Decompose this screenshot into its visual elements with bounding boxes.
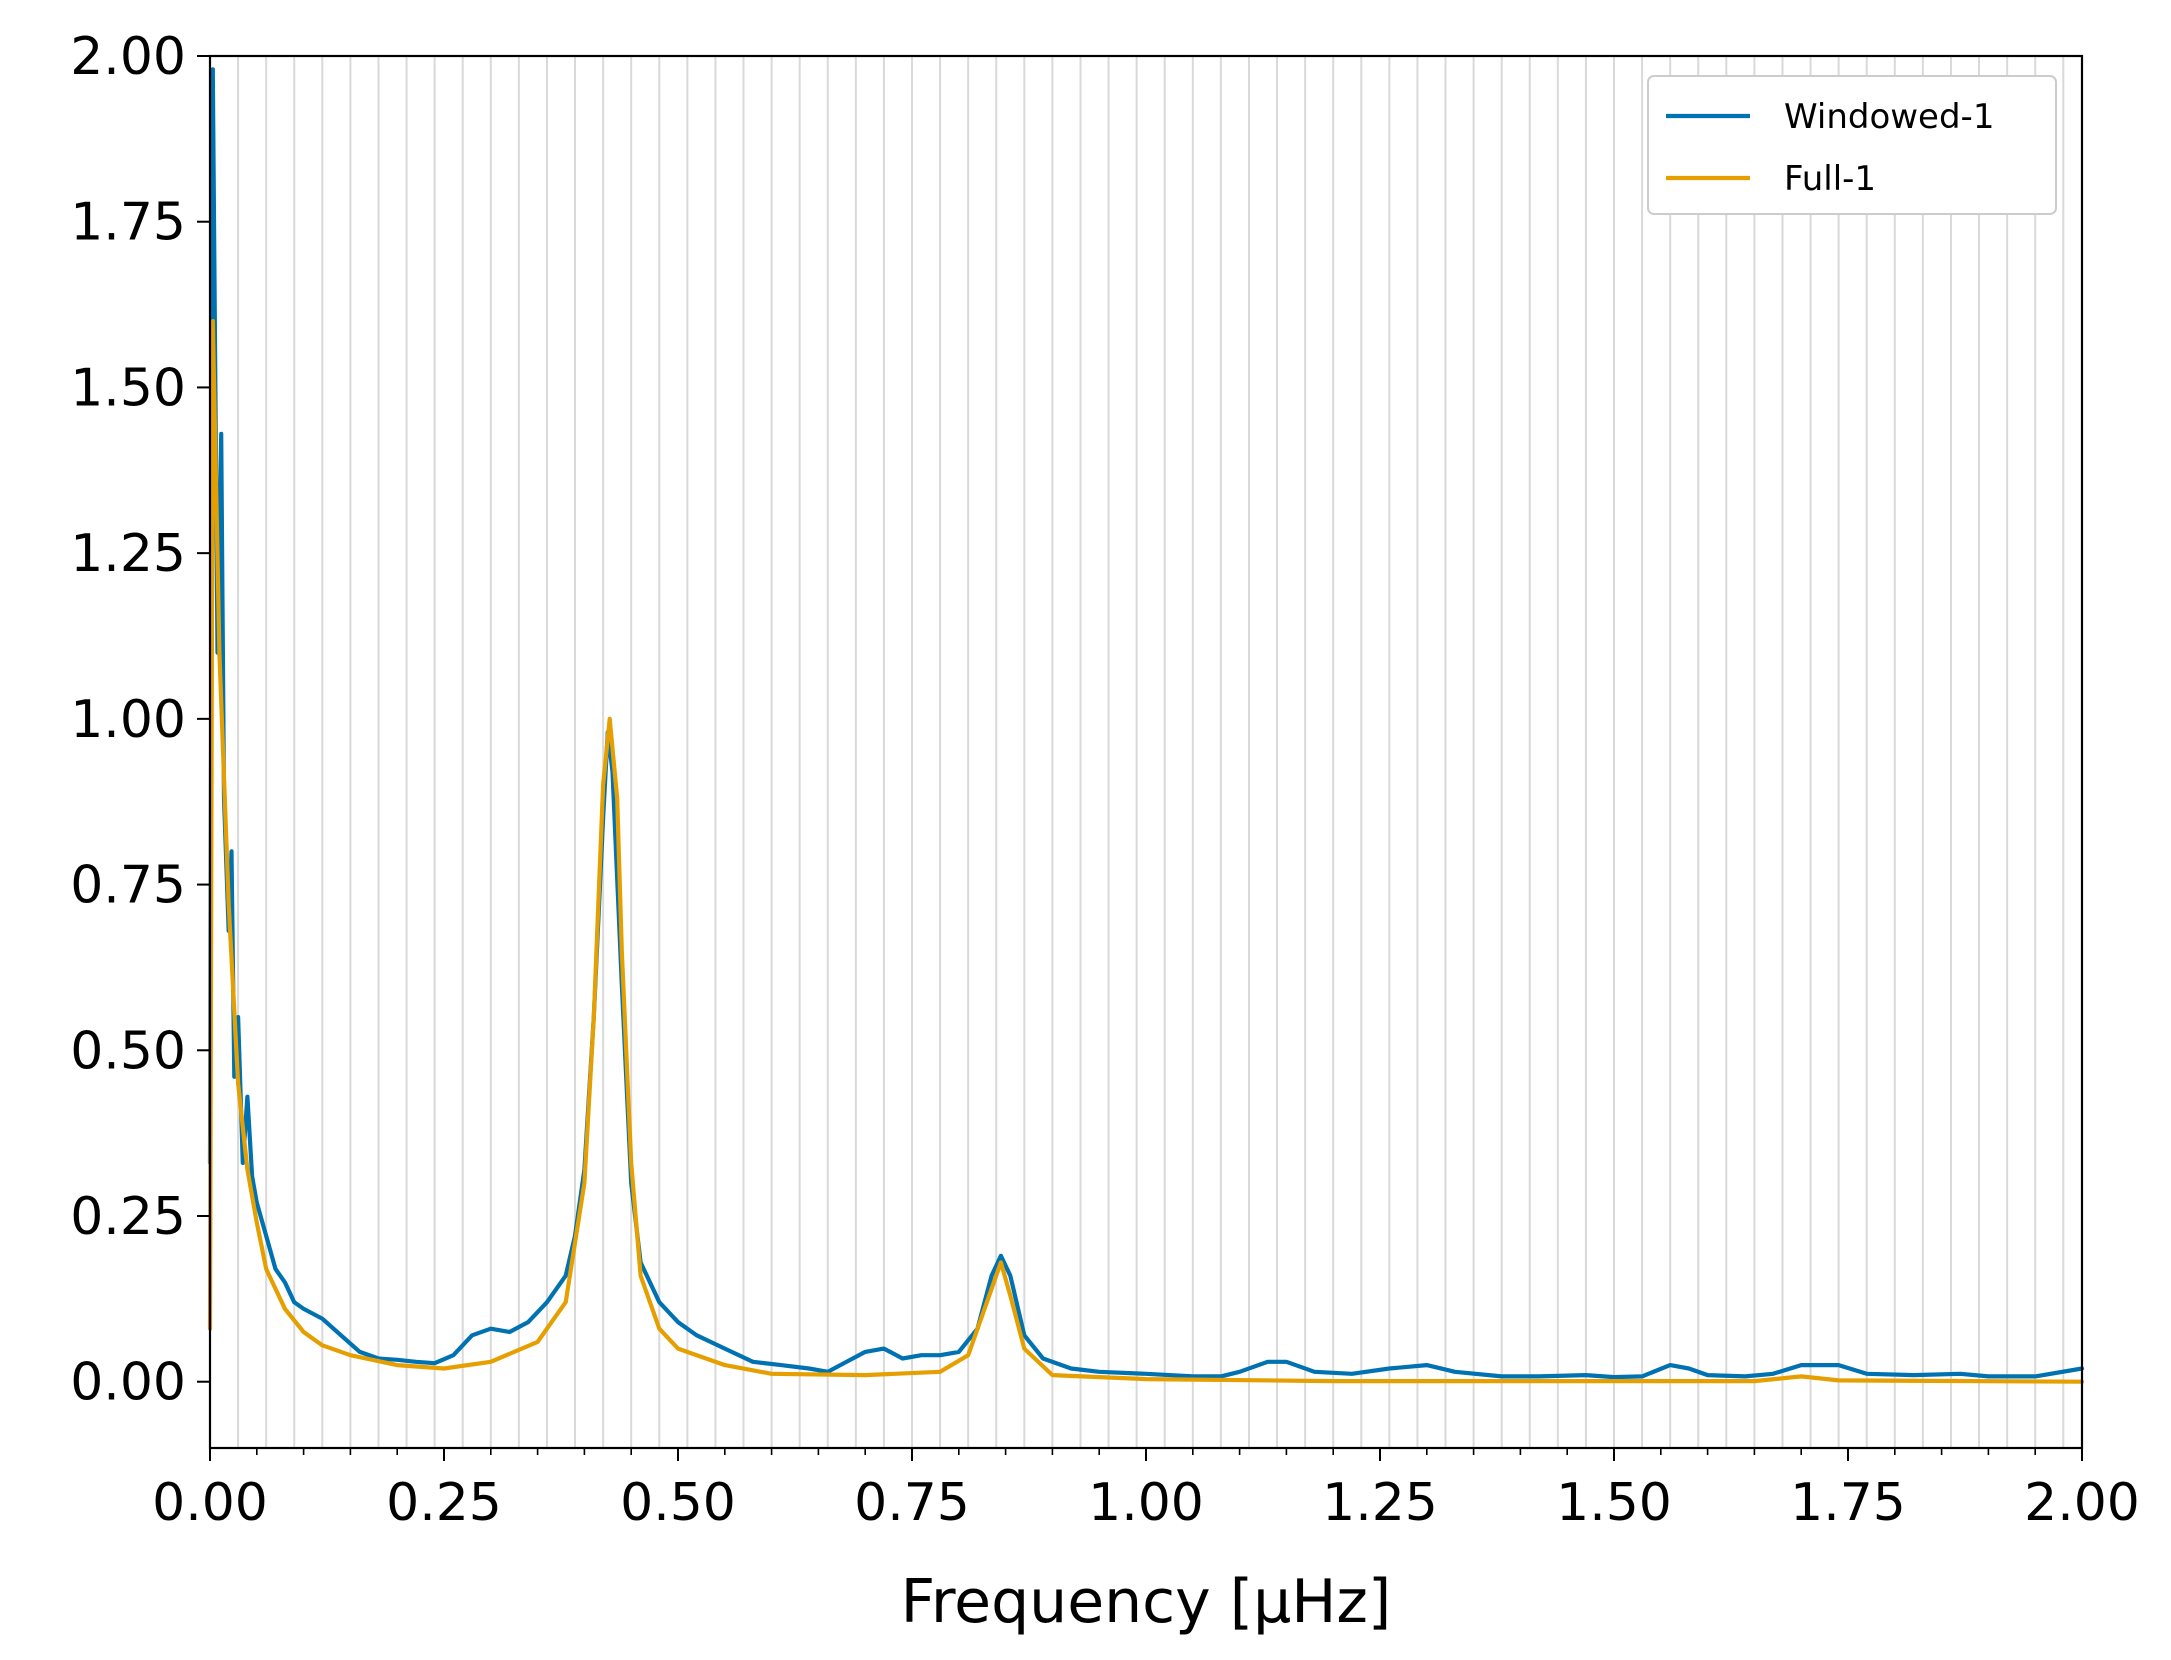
x-tick-label: 1.00 [1088,1473,1204,1533]
y-tick-label: 0.75 [70,856,186,916]
series-line-full-1 [207,319,2085,1384]
y-tick-label: 0.25 [70,1187,186,1247]
y-tick-label: 1.75 [70,193,186,253]
series-line-windowed-1 [207,67,2085,1380]
x-tick-label: 0.75 [854,1473,970,1533]
legend: Windowed-1 Full-1 [1647,75,2057,215]
legend-entry: Full-1 [1784,159,1876,199]
x-tick-label: 1.25 [1322,1473,1438,1533]
ticks: 0.00 0.25 0.50 0.75 1.00 1.25 1.50 1.75 2.00 0.00… [70,27,2140,1533]
grid [237,56,2065,1448]
series-layer [207,67,2085,1384]
x-tick-label: 1.75 [1790,1473,1906,1533]
y-tick-label: 1.00 [70,690,186,750]
y-tick-label: 0.00 [70,1353,186,1413]
legend-entry: Windowed-1 [1784,97,1994,137]
x-tick-label: 0.50 [620,1473,736,1533]
x-tick-label: 1.50 [1556,1473,1672,1533]
y-tick-label: 0.50 [70,1021,186,1081]
y-tick-label: 2.00 [70,27,186,87]
x-tick-label: 0.25 [386,1473,502,1533]
x-tick-label: 0.00 [152,1473,268,1533]
x-tick-label: 2.00 [2024,1473,2140,1533]
y-tick-label: 1.50 [70,358,186,418]
x-axis-label: Frequency [μHz] [901,1567,1392,1637]
y-tick-label: 1.25 [70,524,186,584]
